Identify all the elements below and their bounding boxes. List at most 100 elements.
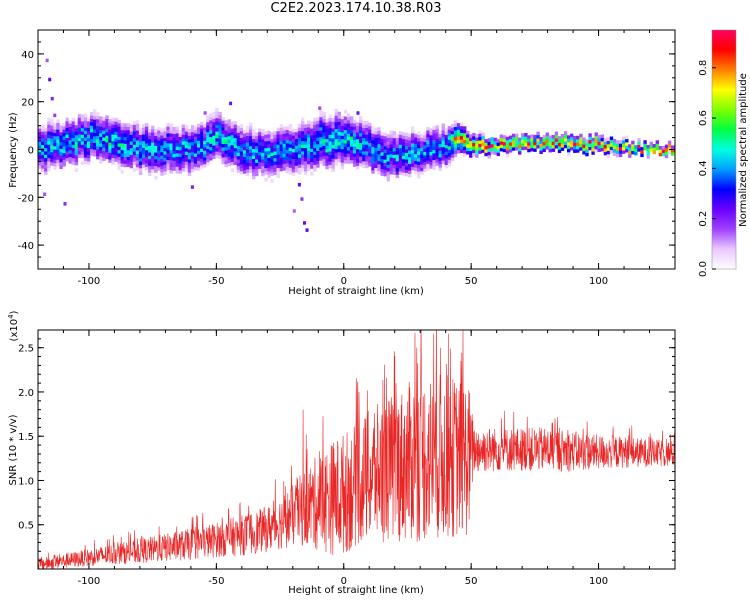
heatmap-cell [356,149,360,153]
heatmap-cell [151,125,155,130]
heatmap-cell [634,148,638,152]
heatmap-cell [135,136,140,141]
heatmap-cell [77,124,82,128]
heatmap-cell [392,161,397,165]
heatmap-cell [74,141,79,146]
heatmap-cell [41,141,45,146]
heatmap-cell [453,147,458,151]
heatmap-cell [135,126,140,131]
heatmap-cell [80,137,85,142]
heatmap-cell [80,144,85,149]
heatmap-cell [414,137,418,141]
heatmap-cell [291,135,296,139]
heatmap-cell [157,133,161,138]
heatmap-cell [77,120,82,125]
heatmap-cell [114,148,118,152]
heatmap-cell [86,134,91,139]
heatmap-cell [408,150,412,154]
heatmap-cell [74,124,79,129]
heatmap-cell [86,127,91,132]
heatmap-cell [59,142,63,146]
heatmap-cell [392,137,397,142]
heatmap-cell [322,132,326,136]
heatmap-cell [218,122,222,126]
heatmap-cell [496,142,500,147]
heatmap-cell [362,127,366,132]
heatmap-cell [160,141,164,146]
heatmap-cell [233,134,238,139]
heatmap-cell [111,157,115,162]
heatmap-cell [505,153,510,158]
heatmap-cell [441,136,445,141]
heatmap-cell [447,139,452,144]
heatmap-cell [352,153,357,157]
heatmap-cell [90,112,94,116]
heatmap-cell [148,142,152,146]
heatmap-cell [294,165,299,170]
heatmap-cell [145,129,149,134]
heatmap-cell [352,119,357,124]
heatmap-cell [288,137,293,141]
heatmap-cell [129,137,134,142]
heatmap-cell [181,144,186,149]
heatmap-cell [404,132,409,137]
heatmap-cell [466,130,470,135]
heatmap-cell [117,143,121,147]
heatmap-cell [615,150,620,154]
heatmap-cell [316,147,320,151]
heatmap-cell [386,144,390,149]
heatmap-cell [377,137,381,141]
heatmap-cell [487,141,491,146]
heatmap-cell [313,144,317,149]
heatmap-cell [459,139,464,143]
heatmap-cell [343,123,348,127]
heatmap-cell [337,148,341,153]
heatmap-cell [255,142,259,147]
heatmap-cell [47,147,51,152]
heatmap-cell [190,128,195,133]
heatmap-cell [212,132,216,136]
heatmap-cell [99,133,103,137]
heatmap-cell [337,111,341,116]
heatmap-cell [411,126,415,131]
heatmap-cell [255,155,259,160]
heatmap-cell [245,149,250,153]
heatmap-cell [548,135,552,140]
heatmap-cell [157,143,161,148]
heatmap-cell [328,157,332,162]
heatmap-cell [270,135,274,140]
heatmap-cell [154,152,158,156]
heatmap-cell [637,148,641,152]
heatmap-cell [304,144,308,148]
heatmap-cell [478,136,482,141]
spectrogram-y-tick-label: -40 [18,241,34,252]
heatmap-cell [160,172,164,176]
heatmap-cell [264,134,268,138]
heatmap-cell [62,126,66,130]
heatmap-cell [444,128,449,132]
heatmap-cell [374,127,378,132]
heatmap-cell [548,142,552,146]
heatmap-cell [661,152,666,157]
heatmap-cell [108,145,112,150]
heatmap-cell [557,149,562,153]
heatmap-cell [294,162,299,166]
heatmap-cell [172,143,176,148]
heatmap-cell [160,152,164,156]
heatmap-cell [105,122,109,126]
heatmap-cell [294,138,299,143]
heatmap-cell [652,147,656,151]
heatmap-cell [301,161,305,165]
heatmap-cell [282,143,286,148]
heatmap-cell [154,169,158,173]
heatmap-cell [108,142,112,147]
heatmap-cell [279,164,283,168]
heatmap-cell [328,164,332,169]
heatmap-cell [105,155,109,160]
heatmap-cell [93,152,97,157]
heatmap-cell [643,140,647,144]
heatmap-cell [307,143,311,148]
heatmap-cell [408,170,412,174]
heatmap-cell [432,153,436,157]
heatmap-cell [383,172,387,177]
